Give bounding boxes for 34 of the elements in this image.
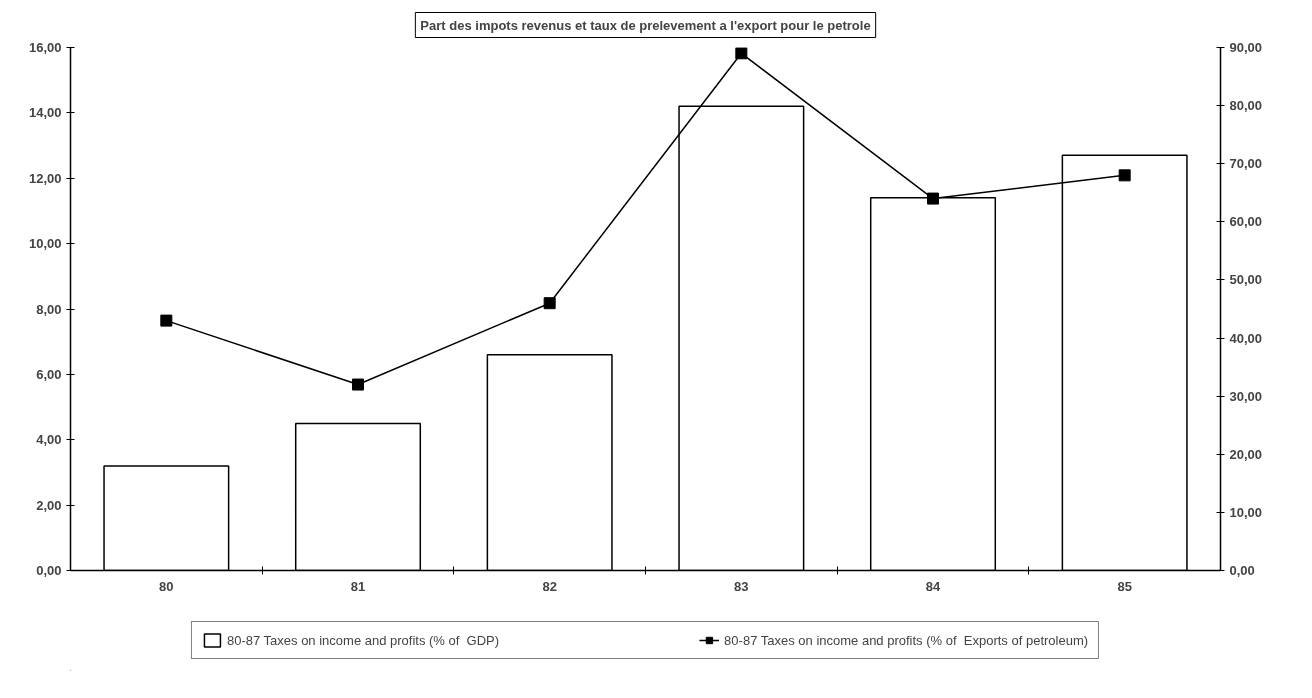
y-tick-label: 14,00	[28, 105, 62, 121]
y2-tick-label: 10,00	[1229, 504, 1263, 520]
point	[352, 378, 364, 391]
legend-label: 80-87 Taxes on income and profits (% of Exports of petroleum)	[724, 632, 1089, 648]
y2-tick-label: 50,00	[1229, 272, 1263, 288]
point	[927, 192, 939, 205]
x-tick-label: 84	[925, 578, 941, 594]
x-tick-label: 85	[1117, 578, 1132, 594]
x-tick-label: 83	[734, 578, 749, 594]
y-tick-label: 10,00	[28, 236, 62, 252]
y2-tick-label: 70,00	[1229, 156, 1263, 172]
x-tick-label: 82	[542, 578, 557, 594]
y2-tick-label: 90,00	[1229, 40, 1263, 55]
y2-tick-label: 20,00	[1229, 446, 1263, 462]
y-tick-label: 0,00	[36, 563, 62, 578]
y-tick-label: 12,00	[28, 170, 62, 186]
y2-tick-label: 40,00	[1229, 330, 1263, 346]
chart-title: Part des impots revenus et taux de prelevement a l'export pour le petrole	[420, 17, 871, 33]
x-tick-label: 80	[159, 578, 174, 594]
y2-tick-label: 60,00	[1229, 214, 1263, 230]
y-tick-label: 8,00	[36, 301, 62, 317]
legend-label: 80-87 Taxes on income and profits (% of GDP)	[226, 632, 500, 648]
y-tick-label: 2,00	[36, 497, 62, 513]
y2-tick-label: 0,00	[1229, 563, 1255, 578]
x-tick-label: 81	[350, 578, 366, 594]
y2-tick-label: 80,00	[1229, 98, 1263, 114]
y-tick-label: 6,00	[36, 366, 62, 382]
y2-tick-label: 30,00	[1229, 388, 1263, 404]
y-tick-label: 4,00	[36, 432, 62, 448]
point	[160, 314, 173, 327]
point	[543, 297, 556, 310]
y-tick-label: 16,00	[28, 40, 62, 55]
point	[1118, 169, 1131, 182]
point	[735, 47, 748, 60]
